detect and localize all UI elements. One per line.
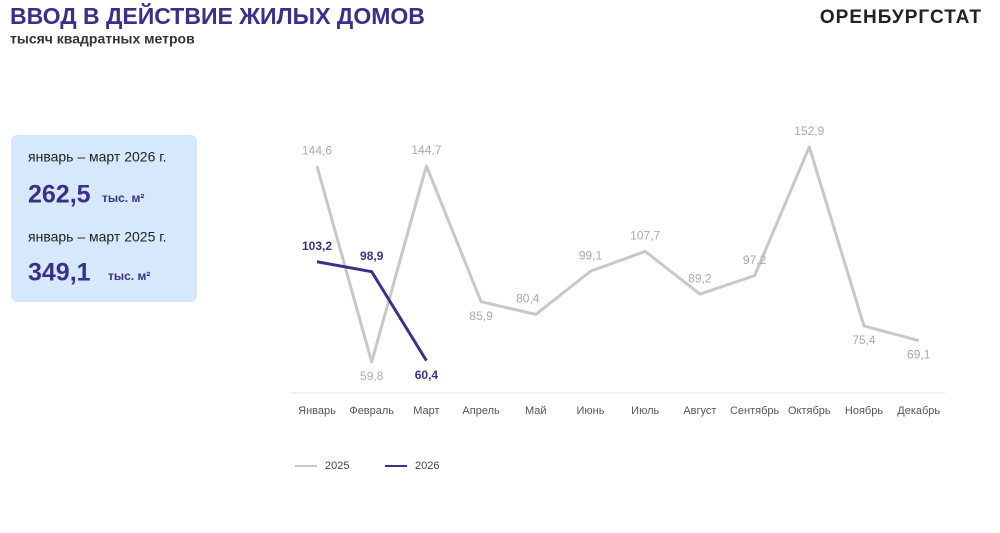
- x-tick-label: Июнь: [577, 405, 605, 417]
- data-label: 80,4: [516, 292, 540, 306]
- data-label: 85,9: [469, 309, 493, 323]
- x-tick-label: Март: [413, 405, 439, 417]
- x-tick-label: Сентябрь: [730, 405, 780, 417]
- legend-label: 2026: [415, 460, 439, 472]
- data-label: 97,2: [743, 253, 767, 267]
- data-label: 60,4: [415, 368, 439, 382]
- summary-value: 349,1: [28, 259, 91, 287]
- data-label: 98,9: [360, 249, 384, 263]
- summary-period: январь – март 2025 г.: [28, 229, 167, 245]
- x-tick-label: Май: [525, 405, 547, 417]
- x-tick-label: Июль: [631, 405, 659, 417]
- data-label: 59,8: [360, 369, 384, 383]
- x-tick-label: Апрель: [462, 405, 500, 417]
- x-tick-label: Ноябрь: [845, 405, 883, 417]
- data-label: 152,9: [794, 124, 824, 138]
- x-tick-label: Декабрь: [897, 405, 940, 417]
- brand: ОРЕНБУРГСТАТ: [820, 7, 982, 28]
- data-label: 89,2: [688, 271, 712, 285]
- data-label: 103,2: [302, 239, 332, 253]
- legend-label: 2025: [325, 460, 349, 472]
- data-label: 107,7: [630, 229, 660, 243]
- x-tick-label: Август: [683, 405, 716, 417]
- x-tick-label: Октябрь: [788, 405, 831, 417]
- summary-unit: тыс. м²: [108, 269, 150, 283]
- series-line: [316, 260, 428, 362]
- data-label: 75,4: [852, 333, 876, 347]
- x-tick-label: Февраль: [349, 405, 394, 417]
- summary-panel: [11, 135, 197, 302]
- x-tick-label: Январь: [298, 405, 336, 417]
- subtitle: тысяч квадратных метров: [10, 31, 195, 47]
- data-label: 144,7: [411, 143, 441, 157]
- summary-value: 262,5: [28, 181, 91, 209]
- summary-period: январь – март 2026 г.: [28, 149, 167, 165]
- summary-unit: тыс. м²: [102, 191, 144, 205]
- data-label: 144,6: [302, 143, 332, 157]
- title: ВВОД В ДЕЙСТВИЕ ЖИЛЫХ ДОМОВ: [10, 2, 425, 29]
- data-label: 99,1: [579, 248, 603, 262]
- series-line: [315, 145, 920, 364]
- data-label: 69,1: [907, 348, 931, 362]
